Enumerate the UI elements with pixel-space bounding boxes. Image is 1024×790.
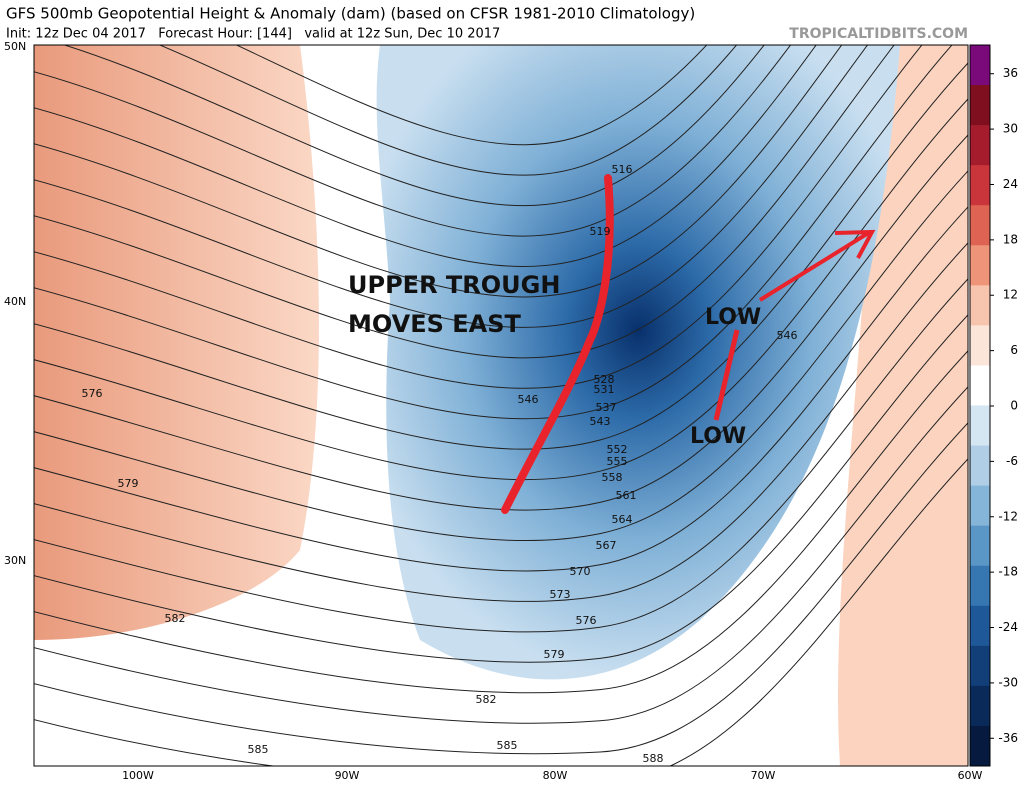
contour-label: 546 (777, 329, 798, 342)
contour-line (34, 422, 968, 755)
colorbar-band (970, 165, 990, 206)
contour-line (62, 45, 765, 207)
contour-line (34, 62, 968, 450)
contour-line (34, 386, 968, 724)
colorbar-tick-label: -24 (998, 620, 1018, 634)
colorbar-band (970, 725, 990, 767)
colorbar-band (970, 205, 990, 246)
subtitle: Init: 12z Dec 04 2017 Forecast Hour: [14… (6, 27, 500, 42)
contour-line (34, 45, 843, 298)
colorbar-tick-label: 0 (1010, 399, 1018, 413)
contour-line (34, 350, 968, 694)
contour-label: 555 (607, 455, 628, 468)
contour-label: 516 (612, 163, 633, 176)
colorbar-tick-label: 24 (1003, 177, 1018, 191)
contour-line (34, 170, 968, 542)
lon-label: 80W (543, 769, 568, 782)
colorbar-tick-label: -12 (998, 509, 1018, 523)
contour-label: 585 (497, 739, 518, 752)
colorbar-tick-label: -36 (998, 731, 1018, 745)
contour-label: 564 (612, 513, 633, 526)
colorbar-band (970, 365, 990, 406)
colorbar-tick-label: -18 (998, 565, 1018, 579)
colorbar-tick-label: 18 (1003, 232, 1018, 246)
colorbar-band (970, 605, 990, 647)
lon-label: 70W (751, 769, 776, 782)
contour-label: 579 (118, 477, 139, 490)
lon-label: 100W (122, 769, 154, 782)
contour-label: 546 (518, 393, 539, 406)
contour-label: 543 (590, 415, 611, 428)
contour-label: 585 (248, 743, 269, 756)
contour-line (34, 45, 792, 237)
colorbar-band (970, 445, 990, 487)
contour-line (158, 45, 738, 176)
contour-label: 567 (596, 539, 617, 552)
contour-label: 576 (576, 614, 597, 627)
lon-label: 60W (958, 769, 983, 782)
contour-line (34, 98, 968, 481)
contour-line (34, 45, 817, 267)
annotation: MOVES EAST (348, 310, 522, 338)
contour-label: 576 (82, 387, 103, 400)
colorbar-tick-label: 6 (1010, 343, 1018, 357)
contour-label: 552 (607, 443, 628, 456)
annotation: LOW (705, 305, 761, 330)
contour-label: 573 (550, 588, 571, 601)
colorbar-tick-label: 12 (1003, 288, 1018, 302)
colorbar-tick-label: -30 (998, 675, 1018, 689)
colorbar-band (970, 125, 990, 166)
colorbar-band (970, 565, 990, 607)
contour-label: 528 (594, 373, 615, 386)
contour-line (34, 45, 923, 389)
contour-label: 582 (165, 612, 186, 625)
contour-label: 579 (544, 648, 565, 661)
contour-label: 537 (596, 401, 617, 414)
contour-line (34, 314, 968, 663)
colorbar-band (970, 525, 990, 567)
contour-label: 570 (570, 565, 591, 578)
contour-line (34, 45, 953, 420)
colorbar-tick-label: 36 (1003, 66, 1018, 80)
colorbar-tick-label: -6 (1006, 454, 1018, 468)
colorbar-tick-label: 30 (1003, 122, 1018, 136)
contour-line (34, 45, 895, 359)
annotation: UPPER TROUGH (348, 271, 560, 299)
colorbar-band (970, 405, 990, 447)
colorbar-band (970, 325, 990, 366)
contour-label: 588 (643, 752, 664, 765)
lat-label: 50N (4, 40, 26, 53)
contour-line (34, 206, 968, 572)
title: GFS 500mb Geopotential Height & Anomaly … (6, 5, 695, 23)
map (34, 45, 968, 766)
colorbar-band (970, 85, 990, 126)
contour-line (34, 242, 968, 602)
colorbar-band (970, 45, 990, 86)
lat-label: 40N (4, 295, 26, 308)
colorbar-band (970, 245, 990, 286)
contour-line (235, 45, 708, 146)
colorbar-band (970, 645, 990, 687)
colorbar-band (970, 685, 990, 727)
colorbar-band (970, 485, 990, 527)
contour-label: 558 (602, 471, 623, 484)
contour-line (34, 278, 968, 633)
credit: TROPICALTIDBITS.COM (789, 26, 968, 42)
contour-label: 582 (476, 693, 497, 706)
map-frame (33, 44, 969, 767)
colorbar-band (970, 285, 990, 326)
lat-label: 30N (4, 554, 26, 567)
contour-label: 561 (616, 489, 637, 502)
contour-line (34, 134, 968, 511)
contour-label: 531 (594, 383, 615, 396)
contour-label: 519 (590, 225, 611, 238)
contour-line (34, 458, 968, 766)
annotation: LOW (690, 424, 746, 449)
lon-label: 90W (335, 769, 360, 782)
